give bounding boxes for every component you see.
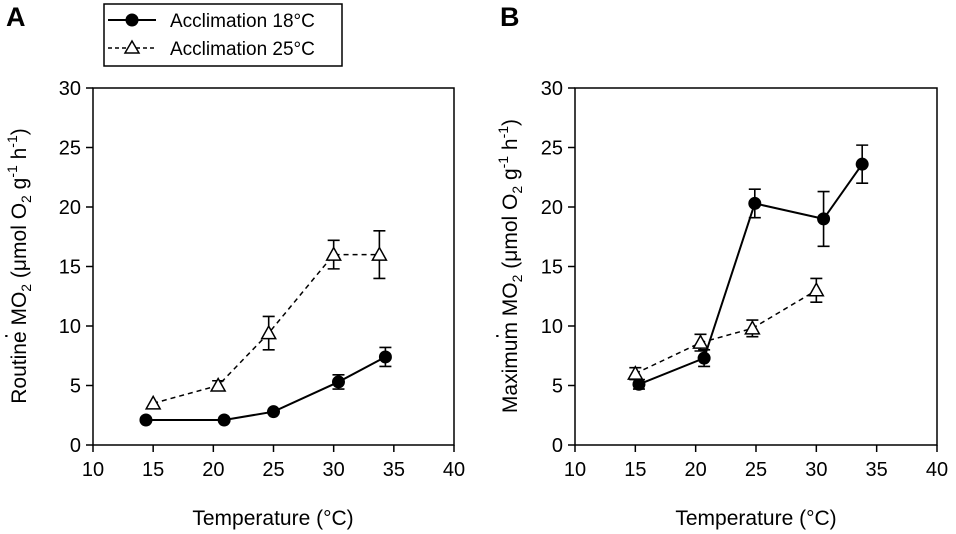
data-point-b-0-3 [817,212,831,226]
data-point-b-1-1 [692,334,709,349]
y-title-g-a: g [8,178,31,196]
series-a-1 [144,230,388,410]
x-tick-label-a-2: 20 [202,459,224,481]
panel-letter-b: B [500,2,520,32]
y-title-mo-sub-b: 2 [509,274,525,282]
axis-ticks-a: 10 15 20 25 30 35 40 0 5 10 15 20 25 30 [59,78,465,481]
y-title-unit-open-b: (μmol O [499,194,522,275]
y-tick-label-a-0: 0 [70,435,81,457]
x-tick-label-b-2: 20 [685,459,707,481]
y-tick-label-a-3: 15 [59,257,81,279]
y-title-o2-sub-b: 2 [509,186,525,194]
x-tick-label-a-4: 30 [323,459,345,481]
x-tick-label-a-0: 10 [82,459,104,481]
x-axis-title-b: Temperature (°C) [675,507,836,530]
y-tick-label-a-5: 25 [59,138,81,160]
x-tick-label-b-0: 10 [564,459,586,481]
legend-label-25: Acclimation 25°C [170,39,315,60]
y-title-g-sup-a: -1 [4,165,20,178]
y-title-g-sup-b: -1 [495,156,511,169]
y-title-prefix-a: Routine [8,326,31,404]
data-point-b-1-0 [627,365,644,380]
x-tick-label-a-5: 35 [383,459,405,481]
y-title-mo-a: MO [8,292,31,326]
y-tick-label-a-4: 20 [59,197,81,219]
x-tick-label-a-1: 15 [142,459,164,481]
data-point-b-0-2 [748,196,762,210]
y-title-mo-sub-a: 2 [18,284,34,292]
legend-marker-filled-circle [125,13,139,27]
x-tick-label-b-1: 15 [624,459,646,481]
y-title-unit-open-a: (μmol O [8,203,31,284]
x-tick-label-b-3: 25 [745,459,767,481]
data-point-b-0-0 [632,377,646,391]
x-tick-label-a-6: 40 [443,459,465,481]
data-point-a-0-1 [217,413,231,427]
series-line-a-0 [145,356,386,422]
y-axis-title-a: Routine MO2 (μmol O2 g-1 h-1) [4,128,34,404]
x-tick-label-b-6: 40 [926,459,948,481]
mo-dot-a: · [0,333,17,340]
y-tick-label-b-1: 5 [552,376,563,398]
data-point-a-1-4 [371,246,388,261]
legend-label-18: Acclimation 18°C [170,11,315,32]
plot-frame-b [574,87,938,446]
series-b-1 [627,277,825,381]
series-layer-a [139,230,392,427]
y-title-h-sup-b: -1 [495,126,511,139]
data-point-a-1-2 [260,324,277,340]
data-point-a-0-0 [139,413,153,427]
legend: Acclimation 18°C Acclimation 25°C [103,3,343,67]
y-tick-label-a-2: 10 [59,316,81,338]
legend-box [103,3,343,67]
y-title-o2-sub-a: 2 [18,195,34,203]
y-title-close-a: ) [8,128,31,135]
data-point-a-1-0 [144,394,162,410]
data-point-a-0-2 [267,405,280,419]
y-title-g-b: g [499,168,522,186]
legend-entry-acclimation-18: Acclimation 18°C [108,11,315,32]
y-title-close-b: ) [499,119,522,126]
x-tick-label-b-5: 35 [866,459,888,481]
plot-frame-a [92,87,455,446]
y-tick-label-a-1: 5 [70,376,81,398]
axis-ticks-b: 10 15 20 25 30 35 40 0 5 10 15 20 25 30 [541,78,948,481]
y-tick-label-b-0: 0 [552,435,563,457]
data-point-b-1-2 [744,319,761,335]
series-b-0 [632,144,869,391]
y-tick-label-b-5: 25 [541,138,563,160]
y-tick-label-b-2: 10 [541,316,563,338]
data-point-b-1-3 [808,281,825,297]
y-title-prefix-b: Maximum [499,316,522,413]
series-line-b-0 [638,163,864,386]
series-line-b-1 [635,289,817,375]
data-point-a-1-1 [209,376,227,392]
y-title-h-a: h [8,148,31,166]
series-layer-b [627,144,869,391]
y-tick-label-b-4: 20 [541,197,563,219]
data-point-a-1-3 [325,246,342,261]
data-point-a-0-4 [378,350,392,364]
y-title-h-b: h [499,138,522,156]
y-tick-label-a-6: 30 [59,78,81,100]
x-axis-title-a: Temperature (°C) [192,507,353,530]
y-tick-label-b-3: 15 [541,257,563,279]
data-point-b-0-1 [697,351,711,365]
data-point-b-0-4 [855,157,869,171]
legend-entry-acclimation-25: Acclimation 25°C [108,39,315,60]
legend-marker-open-triangle [123,39,141,54]
y-tick-label-b-6: 30 [541,78,563,100]
x-tick-label-b-4: 30 [805,459,827,481]
y-title-h-sup-a: -1 [4,135,20,148]
series-a-0 [139,346,392,427]
data-point-a-0-3 [331,375,345,389]
panel-b: 10 15 20 25 30 35 40 0 5 10 15 20 25 30 Temperature (… [485,78,948,530]
panel-a: 10 15 20 25 30 35 40 0 5 10 15 20 25 30 Temperature (… [0,78,465,530]
y-axis-title-b: Maximum MO2 (μmol O2 g-1 h-1) [495,119,525,413]
y-title-mo-b: MO [499,282,522,316]
panel-letter-a: A [6,2,26,32]
mo-dot-b: · [485,333,508,340]
x-tick-label-a-3: 25 [262,459,284,481]
